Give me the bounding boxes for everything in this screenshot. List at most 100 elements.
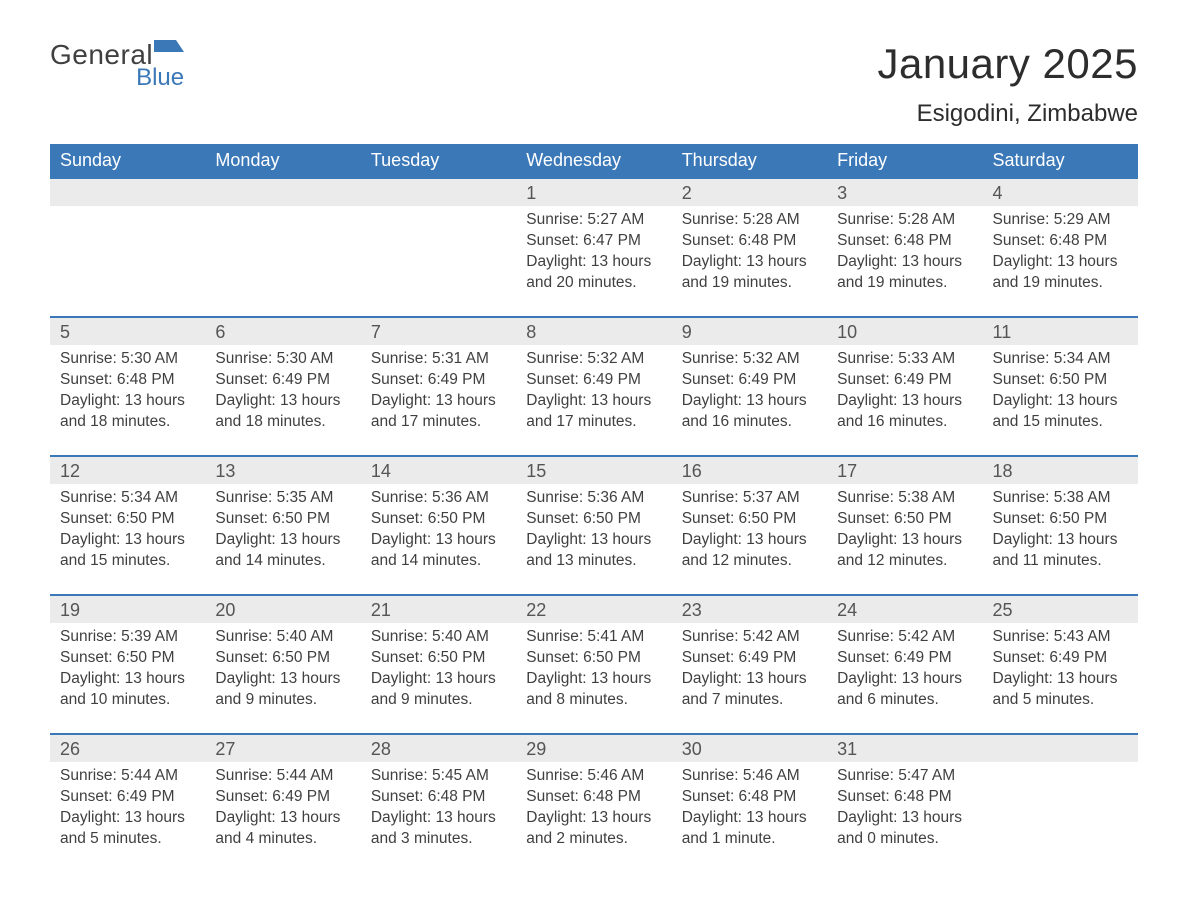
- daylight-text: Daylight: 13 hours and 10 minutes.: [60, 669, 195, 711]
- day-number: 1: [516, 179, 671, 206]
- day-body: Sunrise: 5:38 AMSunset: 6:50 PMDaylight:…: [827, 484, 982, 588]
- day-body: [50, 206, 205, 310]
- sunset-text: Sunset: 6:50 PM: [371, 509, 506, 530]
- sunset-text: Sunset: 6:48 PM: [682, 231, 817, 252]
- day-number: 18: [983, 457, 1138, 484]
- day-number: 30: [672, 735, 827, 762]
- day-number: 14: [361, 457, 516, 484]
- title-block: January 2025 Esigodini, Zimbabwe: [877, 40, 1138, 128]
- flag-icon: [154, 40, 184, 65]
- day-body: Sunrise: 5:44 AMSunset: 6:49 PMDaylight:…: [50, 762, 205, 866]
- day-number: 6: [205, 318, 360, 345]
- daybody-row: Sunrise: 5:27 AMSunset: 6:47 PMDaylight:…: [50, 206, 1138, 310]
- page-title: January 2025: [877, 40, 1138, 88]
- sunrise-text: Sunrise: 5:43 AM: [993, 627, 1128, 648]
- calendar-page: General Blue January 2025 Esigodini, Zim…: [0, 0, 1188, 906]
- sunset-text: Sunset: 6:48 PM: [60, 370, 195, 391]
- daylight-text: Daylight: 13 hours and 19 minutes.: [682, 252, 817, 294]
- daylight-text: Daylight: 13 hours and 3 minutes.: [371, 808, 506, 850]
- calendar-week: 19202122232425Sunrise: 5:39 AMSunset: 6:…: [50, 594, 1138, 727]
- day-body: Sunrise: 5:27 AMSunset: 6:47 PMDaylight:…: [516, 206, 671, 310]
- weekday-header: Sunday: [50, 144, 205, 177]
- logo: General Blue: [50, 40, 184, 91]
- day-body: [361, 206, 516, 310]
- daylight-text: Daylight: 13 hours and 14 minutes.: [215, 530, 350, 572]
- day-body: Sunrise: 5:36 AMSunset: 6:50 PMDaylight:…: [361, 484, 516, 588]
- day-number: 11: [983, 318, 1138, 345]
- day-number: 4: [983, 179, 1138, 206]
- day-number: 10: [827, 318, 982, 345]
- day-body: Sunrise: 5:34 AMSunset: 6:50 PMDaylight:…: [983, 345, 1138, 449]
- daylight-text: Daylight: 13 hours and 4 minutes.: [215, 808, 350, 850]
- day-body: Sunrise: 5:44 AMSunset: 6:49 PMDaylight:…: [205, 762, 360, 866]
- daylight-text: Daylight: 13 hours and 15 minutes.: [993, 391, 1128, 433]
- day-number: 29: [516, 735, 671, 762]
- sunrise-text: Sunrise: 5:30 AM: [215, 349, 350, 370]
- day-number: 13: [205, 457, 360, 484]
- sunset-text: Sunset: 6:50 PM: [993, 370, 1128, 391]
- daylight-text: Daylight: 13 hours and 8 minutes.: [526, 669, 661, 711]
- daylight-text: Daylight: 13 hours and 18 minutes.: [215, 391, 350, 433]
- day-body: Sunrise: 5:42 AMSunset: 6:49 PMDaylight:…: [827, 623, 982, 727]
- sunset-text: Sunset: 6:50 PM: [215, 509, 350, 530]
- sunrise-text: Sunrise: 5:44 AM: [215, 766, 350, 787]
- day-number: 16: [672, 457, 827, 484]
- day-number: 12: [50, 457, 205, 484]
- day-body: Sunrise: 5:35 AMSunset: 6:50 PMDaylight:…: [205, 484, 360, 588]
- sunset-text: Sunset: 6:49 PM: [526, 370, 661, 391]
- sunrise-text: Sunrise: 5:30 AM: [60, 349, 195, 370]
- page-subtitle: Esigodini, Zimbabwe: [877, 100, 1138, 128]
- sunset-text: Sunset: 6:50 PM: [371, 648, 506, 669]
- sunset-text: Sunset: 6:49 PM: [682, 648, 817, 669]
- weekday-header: Saturday: [983, 144, 1138, 177]
- sunset-text: Sunset: 6:50 PM: [60, 509, 195, 530]
- sunset-text: Sunset: 6:50 PM: [526, 648, 661, 669]
- daylight-text: Daylight: 13 hours and 6 minutes.: [837, 669, 972, 711]
- day-body: Sunrise: 5:29 AMSunset: 6:48 PMDaylight:…: [983, 206, 1138, 310]
- sunrise-text: Sunrise: 5:33 AM: [837, 349, 972, 370]
- calendar: Sunday Monday Tuesday Wednesday Thursday…: [50, 144, 1138, 866]
- day-body: Sunrise: 5:46 AMSunset: 6:48 PMDaylight:…: [516, 762, 671, 866]
- sunset-text: Sunset: 6:48 PM: [837, 231, 972, 252]
- day-number: 22: [516, 596, 671, 623]
- day-body: Sunrise: 5:47 AMSunset: 6:48 PMDaylight:…: [827, 762, 982, 866]
- day-body: Sunrise: 5:28 AMSunset: 6:48 PMDaylight:…: [672, 206, 827, 310]
- sunset-text: Sunset: 6:48 PM: [371, 787, 506, 808]
- sunrise-text: Sunrise: 5:38 AM: [837, 488, 972, 509]
- daylight-text: Daylight: 13 hours and 12 minutes.: [682, 530, 817, 572]
- day-number: [361, 179, 516, 206]
- day-number: 26: [50, 735, 205, 762]
- day-number: 17: [827, 457, 982, 484]
- sunset-text: Sunset: 6:50 PM: [993, 509, 1128, 530]
- sunrise-text: Sunrise: 5:40 AM: [215, 627, 350, 648]
- day-number: 21: [361, 596, 516, 623]
- day-number: 28: [361, 735, 516, 762]
- sunset-text: Sunset: 6:49 PM: [215, 787, 350, 808]
- day-body: Sunrise: 5:30 AMSunset: 6:49 PMDaylight:…: [205, 345, 360, 449]
- sunrise-text: Sunrise: 5:42 AM: [837, 627, 972, 648]
- day-body: Sunrise: 5:38 AMSunset: 6:50 PMDaylight:…: [983, 484, 1138, 588]
- daylight-text: Daylight: 13 hours and 17 minutes.: [371, 391, 506, 433]
- sunrise-text: Sunrise: 5:32 AM: [526, 349, 661, 370]
- day-body: Sunrise: 5:45 AMSunset: 6:48 PMDaylight:…: [361, 762, 516, 866]
- sunset-text: Sunset: 6:50 PM: [837, 509, 972, 530]
- sunrise-text: Sunrise: 5:44 AM: [60, 766, 195, 787]
- daylight-text: Daylight: 13 hours and 14 minutes.: [371, 530, 506, 572]
- sunrise-text: Sunrise: 5:34 AM: [993, 349, 1128, 370]
- day-number: 19: [50, 596, 205, 623]
- sunrise-text: Sunrise: 5:37 AM: [682, 488, 817, 509]
- sunset-text: Sunset: 6:50 PM: [526, 509, 661, 530]
- daylight-text: Daylight: 13 hours and 5 minutes.: [60, 808, 195, 850]
- day-number: 23: [672, 596, 827, 623]
- daylight-text: Daylight: 13 hours and 1 minute.: [682, 808, 817, 850]
- daylight-text: Daylight: 13 hours and 17 minutes.: [526, 391, 661, 433]
- sunset-text: Sunset: 6:48 PM: [526, 787, 661, 808]
- sunrise-text: Sunrise: 5:35 AM: [215, 488, 350, 509]
- sunset-text: Sunset: 6:50 PM: [215, 648, 350, 669]
- sunrise-text: Sunrise: 5:42 AM: [682, 627, 817, 648]
- day-number: 5: [50, 318, 205, 345]
- daylight-text: Daylight: 13 hours and 7 minutes.: [682, 669, 817, 711]
- day-body: Sunrise: 5:32 AMSunset: 6:49 PMDaylight:…: [672, 345, 827, 449]
- daylight-text: Daylight: 13 hours and 16 minutes.: [837, 391, 972, 433]
- sunrise-text: Sunrise: 5:39 AM: [60, 627, 195, 648]
